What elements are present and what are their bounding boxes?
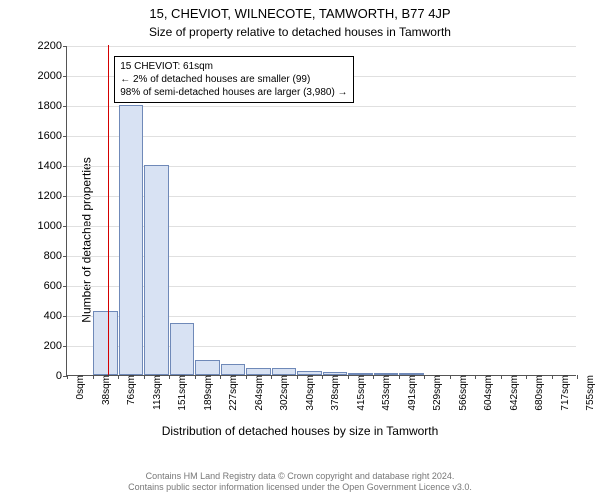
gridline bbox=[67, 106, 576, 107]
gridline bbox=[67, 46, 576, 47]
xtick-mark bbox=[220, 375, 221, 379]
xtick-label: 453sqm bbox=[377, 375, 392, 411]
xtick-mark bbox=[424, 375, 425, 379]
xtick-mark bbox=[144, 375, 145, 379]
histogram-bar bbox=[348, 373, 373, 375]
xtick-label: 38sqm bbox=[97, 375, 112, 405]
histogram-bar bbox=[170, 323, 195, 376]
ytick-label: 1400 bbox=[38, 160, 67, 172]
xtick-label: 302sqm bbox=[275, 375, 290, 411]
xtick-label: 113sqm bbox=[148, 375, 163, 410]
xtick-mark bbox=[348, 375, 349, 379]
xtick-mark bbox=[577, 375, 578, 379]
chart-wrap: Number of detached properties 15 CHEVIOT… bbox=[0, 40, 600, 440]
attribution-line-1: Contains HM Land Registry data © Crown c… bbox=[0, 471, 600, 483]
attribution-line-2: Contains public sector information licen… bbox=[0, 482, 600, 494]
callout-line-2: ← 2% of detached houses are smaller (99) bbox=[120, 73, 347, 86]
gridline bbox=[67, 136, 576, 137]
ytick-label: 400 bbox=[44, 310, 67, 322]
xtick-label: 264sqm bbox=[250, 375, 265, 411]
histogram-bar bbox=[297, 371, 322, 376]
xtick-label: 680sqm bbox=[530, 375, 545, 411]
xtick-mark bbox=[297, 375, 298, 379]
xtick-label: 755sqm bbox=[581, 375, 596, 411]
callout-box: 15 CHEVIOT: 61sqm ← 2% of detached house… bbox=[114, 56, 353, 103]
xtick-label: 227sqm bbox=[224, 375, 239, 411]
xtick-label: 340sqm bbox=[301, 375, 316, 411]
xtick-label: 604sqm bbox=[479, 375, 494, 411]
attribution: Contains HM Land Registry data © Crown c… bbox=[0, 471, 600, 494]
xtick-mark bbox=[118, 375, 119, 379]
xtick-mark bbox=[399, 375, 400, 379]
xtick-mark bbox=[552, 375, 553, 379]
ytick-label: 1600 bbox=[38, 130, 67, 142]
histogram-bar bbox=[221, 364, 246, 375]
ytick-label: 800 bbox=[44, 250, 67, 262]
histogram-bar bbox=[374, 373, 399, 375]
xtick-label: 415sqm bbox=[352, 375, 367, 411]
histogram-bar bbox=[119, 105, 144, 375]
ytick-label: 0 bbox=[56, 370, 67, 382]
xtick-mark bbox=[373, 375, 374, 379]
xtick-label: 566sqm bbox=[454, 375, 469, 411]
histogram-bar bbox=[399, 373, 424, 375]
xtick-label: 189sqm bbox=[199, 375, 214, 411]
xtick-label: 151sqm bbox=[173, 375, 188, 411]
plot-area: 15 CHEVIOT: 61sqm ← 2% of detached house… bbox=[66, 46, 576, 376]
xtick-mark bbox=[67, 375, 68, 379]
xtick-mark bbox=[322, 375, 323, 379]
callout-line-1: 15 CHEVIOT: 61sqm bbox=[120, 60, 347, 73]
ytick-label: 1000 bbox=[38, 220, 67, 232]
xtick-label: 0sqm bbox=[71, 375, 86, 399]
xtick-mark bbox=[271, 375, 272, 379]
ytick-label: 200 bbox=[44, 340, 67, 352]
callout-line-3: 98% of semi-detached houses are larger (… bbox=[120, 86, 347, 99]
chart-subtitle: Size of property relative to detached ho… bbox=[0, 23, 600, 39]
xtick-label: 642sqm bbox=[505, 375, 520, 411]
x-axis-label: Distribution of detached houses by size … bbox=[0, 424, 600, 438]
reference-line bbox=[108, 45, 109, 375]
ytick-label: 1200 bbox=[38, 190, 67, 202]
histogram-bar bbox=[195, 360, 220, 375]
histogram-bar bbox=[323, 372, 348, 375]
xtick-label: 491sqm bbox=[403, 375, 418, 411]
histogram-bar bbox=[246, 368, 271, 376]
xtick-mark bbox=[526, 375, 527, 379]
histogram-bar bbox=[93, 311, 118, 376]
chart-title: 15, CHEVIOT, WILNECOTE, TAMWORTH, B77 4J… bbox=[0, 0, 600, 23]
xtick-label: 76sqm bbox=[122, 375, 137, 405]
xtick-label: 378sqm bbox=[326, 375, 341, 411]
histogram-bar bbox=[144, 165, 169, 375]
histogram-bar bbox=[272, 368, 297, 376]
ytick-label: 1800 bbox=[38, 100, 67, 112]
xtick-mark bbox=[475, 375, 476, 379]
ytick-label: 2200 bbox=[38, 40, 67, 52]
ytick-label: 2000 bbox=[38, 70, 67, 82]
ytick-label: 600 bbox=[44, 280, 67, 292]
xtick-mark bbox=[501, 375, 502, 379]
xtick-mark bbox=[169, 375, 170, 379]
xtick-mark bbox=[246, 375, 247, 379]
xtick-label: 529sqm bbox=[428, 375, 443, 411]
chart-container: 15, CHEVIOT, WILNECOTE, TAMWORTH, B77 4J… bbox=[0, 0, 600, 500]
xtick-mark bbox=[195, 375, 196, 379]
xtick-label: 717sqm bbox=[556, 375, 571, 411]
xtick-mark bbox=[450, 375, 451, 379]
xtick-mark bbox=[93, 375, 94, 379]
